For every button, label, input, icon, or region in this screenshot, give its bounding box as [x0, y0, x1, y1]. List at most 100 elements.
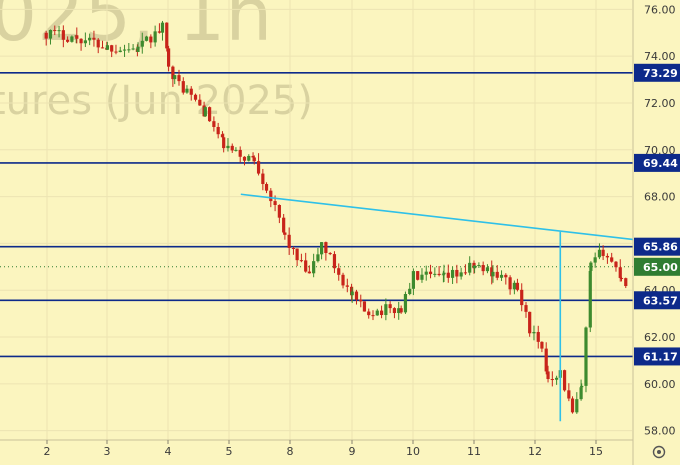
candle-down	[399, 305, 403, 314]
candle-down	[481, 261, 485, 276]
level-price-tag: 61.17	[634, 347, 680, 366]
candle-down	[520, 283, 524, 312]
candle-up	[350, 287, 354, 303]
candle-down	[570, 396, 575, 414]
level-price-tag: 63.57	[634, 291, 680, 310]
candle-up	[579, 379, 583, 401]
candle-down	[220, 131, 225, 138]
candle-down	[216, 122, 220, 139]
watermark-instrument: tures (Jun 2025)	[0, 78, 313, 124]
candle-down	[198, 94, 202, 106]
candle-down	[504, 273, 508, 285]
candle-down	[455, 264, 459, 284]
candle-down	[328, 252, 332, 256]
candle-down	[324, 241, 328, 261]
candle-down	[624, 277, 628, 289]
candle-down	[189, 86, 193, 101]
candle-down	[110, 44, 114, 58]
candle-down	[562, 369, 567, 392]
candle-up	[450, 266, 455, 284]
candle-down	[171, 65, 175, 87]
candle-down	[528, 311, 532, 337]
level-price-text: 61.17	[643, 350, 678, 363]
y-tick-label: 76.00	[644, 3, 676, 16]
candle-up	[136, 42, 140, 53]
candle-down	[345, 278, 349, 293]
candle-down	[277, 204, 281, 224]
candle-up	[588, 266, 592, 333]
candle-up	[491, 265, 495, 283]
candle-down	[261, 168, 265, 191]
level-price-tag: 73.29	[634, 63, 680, 82]
x-tick-label: 8	[287, 445, 294, 458]
candle-up	[532, 325, 536, 341]
candle-down	[282, 213, 286, 235]
candle-down	[304, 252, 308, 273]
candle-down	[181, 77, 185, 95]
candle-up	[127, 43, 131, 53]
candle-down	[193, 93, 198, 102]
candle-down	[44, 30, 48, 46]
candle-down	[66, 36, 70, 43]
x-tick-label: 9	[349, 445, 356, 458]
candle-down	[212, 116, 216, 132]
y-tick-label: 60.00	[644, 378, 676, 391]
candle-down	[307, 265, 311, 274]
candle-up	[153, 25, 157, 47]
candle-up	[48, 29, 53, 45]
candle-down	[416, 271, 420, 281]
candle-up	[589, 261, 593, 278]
candle-down	[610, 252, 614, 263]
candle-down	[337, 263, 341, 281]
candle-up	[441, 270, 445, 283]
candle-up	[320, 241, 324, 260]
candle-up	[105, 41, 109, 50]
candle-up	[375, 308, 379, 316]
candle-down	[283, 232, 287, 240]
candle-up	[312, 253, 316, 278]
settings-button[interactable]	[652, 445, 666, 459]
current-price-tag: 65.00	[634, 257, 680, 276]
x-tick-label: 11	[467, 445, 481, 458]
candle-up	[485, 264, 490, 274]
level-price-text: 69.44	[643, 157, 678, 170]
trend-line[interactable]	[240, 193, 680, 274]
candle-down	[601, 245, 605, 261]
candle-up	[468, 256, 472, 276]
gear-icon-center	[657, 450, 661, 454]
candle-up	[555, 375, 559, 385]
candle-down	[264, 182, 269, 194]
candle-down	[540, 341, 544, 353]
candle-up	[420, 268, 424, 283]
candle-up	[473, 264, 477, 274]
drawings[interactable]	[240, 73, 680, 422]
candle-up	[160, 20, 165, 41]
horizontal-levels[interactable]	[0, 71, 633, 358]
candle-down	[96, 38, 100, 54]
candle-down	[149, 34, 153, 49]
y-tick-label: 62.00	[644, 331, 676, 344]
candle-up	[580, 383, 584, 388]
candle-up	[144, 35, 149, 42]
candle-up	[575, 392, 579, 414]
candle-down	[167, 45, 171, 72]
candle-down	[287, 227, 291, 255]
level-price-tag: 65.86	[634, 237, 680, 256]
y-axis: 58.0060.0062.0064.0066.0068.0070.0072.00…	[632, 0, 680, 465]
level-price-tag: 69.44	[634, 153, 680, 172]
candle-up	[411, 268, 415, 296]
candle-up	[316, 247, 320, 263]
candle-up	[131, 44, 135, 51]
candle-down	[446, 264, 450, 283]
x-tick-label: 2	[44, 445, 51, 458]
candle-down	[544, 342, 548, 375]
candle-down	[508, 275, 512, 295]
candle-up	[584, 326, 588, 393]
y-tick-label: 68.00	[644, 191, 676, 204]
x-axis: 2 3 4 5 8 9 10 11 12 15	[0, 439, 633, 458]
candle-down	[437, 266, 441, 277]
candle-down	[242, 156, 247, 166]
candle-down	[515, 278, 520, 292]
candle-up	[122, 44, 127, 57]
